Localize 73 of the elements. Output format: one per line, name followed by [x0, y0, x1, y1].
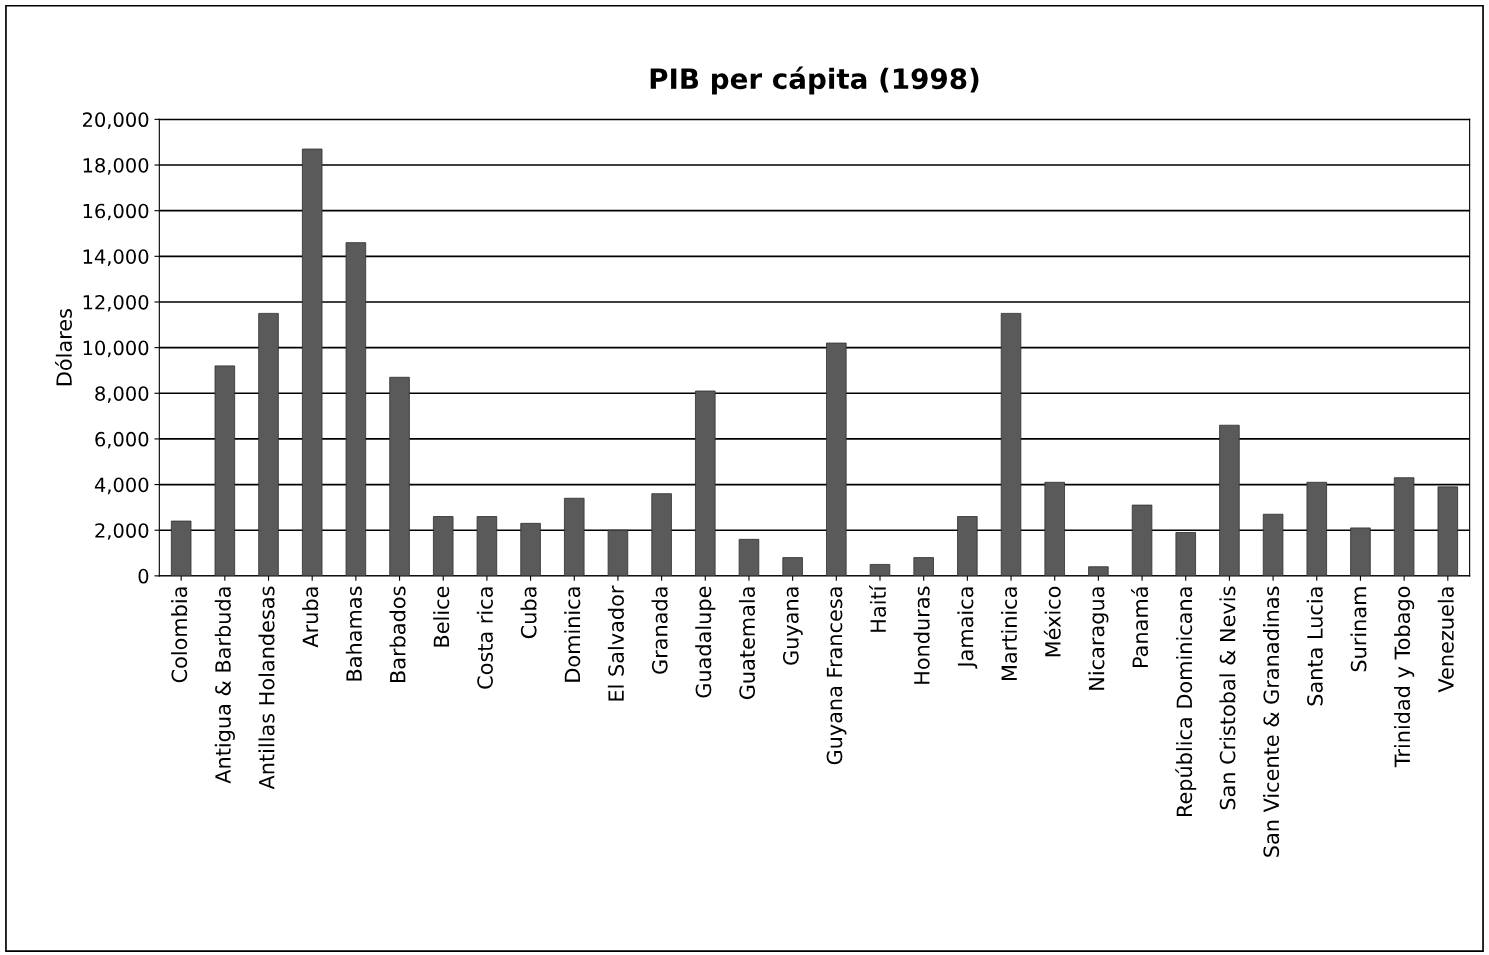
bar [651, 493, 672, 576]
x-tick-label: República Dominicana [1175, 587, 1197, 817]
x-tick-label: Bahamas [345, 586, 362, 681]
bar [1131, 504, 1153, 576]
x-tick-label: Haití [869, 585, 887, 632]
x-tick-label: Guyana Francesa [826, 587, 847, 765]
bar [520, 522, 541, 576]
x-tick-label: San Vicente & Granadinas [1263, 586, 1280, 857]
y-tick-label: 16,000 [83, 203, 149, 221]
y-tick-label: 6,000 [95, 431, 149, 449]
bar [476, 516, 498, 576]
x-tick-label: Martinica [1000, 587, 1018, 681]
bar [913, 557, 934, 576]
bar [869, 564, 891, 576]
x-tick-label: Colombia [171, 587, 188, 683]
x-tick-label: Aruba [302, 587, 319, 648]
x-tick-label: Guadalupe [695, 586, 716, 698]
y-tick-label: 12,000 [83, 294, 149, 312]
bar [1350, 527, 1371, 576]
x-tick-label: Costa rica [476, 587, 493, 689]
bar [1393, 477, 1415, 576]
bar [564, 497, 585, 576]
bar [1219, 424, 1240, 576]
bar [389, 376, 410, 576]
x-tick-label: México [1043, 586, 1061, 657]
bar [301, 148, 323, 576]
x-tick-label: Santa Lucia [1306, 587, 1323, 706]
bar [1437, 486, 1459, 576]
x-tick-label: Barbados [389, 586, 406, 682]
y-tick-label: 14,000 [83, 249, 149, 266]
x-tick-label: San Cristobal & Nevis [1219, 586, 1236, 810]
x-tick-label: Surinam [1350, 587, 1367, 672]
y-tick-label: 20,000 [82, 112, 149, 130]
y-axis-title: Dólares [55, 309, 72, 386]
x-tick-label: Belice [433, 586, 450, 647]
x-tick-label: Antillas Holandesas [258, 586, 275, 790]
bar [957, 516, 978, 576]
bar [258, 312, 279, 576]
x-tick-label: Jamaica [957, 587, 978, 669]
y-tick-label: 2,000 [95, 523, 149, 540]
x-tick-label: Guatemala [738, 587, 756, 700]
bar [1000, 312, 1022, 576]
bar [782, 557, 803, 576]
chart-title: PIB per cápita (1998) [650, 66, 979, 95]
bar [1306, 481, 1328, 576]
bar [1088, 566, 1109, 576]
y-tick-label: 18,000 [83, 157, 149, 175]
y-tick-label: 4,000 [94, 477, 149, 495]
bar [170, 520, 192, 576]
bar [826, 342, 847, 576]
bar [214, 365, 236, 576]
bar [607, 529, 629, 576]
bar [695, 390, 716, 576]
x-tick-label: Panamá [1131, 587, 1149, 667]
x-tick-label: Antigua & Barbuda [214, 587, 235, 784]
y-tick-label: 8,000 [95, 386, 149, 403]
bar [1175, 532, 1196, 576]
x-tick-label: Cuba [520, 587, 537, 639]
x-tick-label: Granada [651, 587, 668, 674]
x-tick-label: Venezuela [1437, 587, 1454, 693]
bar [432, 516, 454, 576]
bar [345, 242, 367, 576]
y-tick-label: 0 [138, 568, 149, 584]
x-tick-label: Dominica [564, 587, 581, 682]
y-tick-label: 10,000 [83, 340, 149, 358]
bar [1262, 513, 1284, 576]
x-tick-label: Guyana [782, 587, 803, 665]
x-tick-label: Nicaragua [1088, 587, 1109, 690]
bar [1044, 481, 1065, 576]
x-tick-label: Trinidad y Tobago [1394, 586, 1415, 768]
bar [738, 538, 760, 576]
x-tick-label: Honduras [913, 586, 930, 684]
x-tick-label: El Salvador [607, 585, 624, 701]
